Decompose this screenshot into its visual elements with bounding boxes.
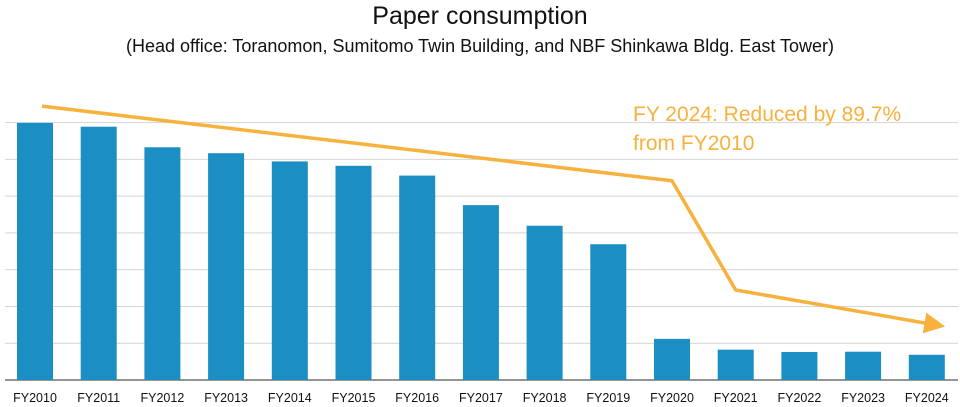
bar-fy2021 (717, 349, 754, 380)
annotation-line-1: FY 2024: Reduced by 89.7% (633, 103, 901, 126)
x-tick-label: FY2011 (77, 391, 120, 405)
x-tick-label: FY2014 (268, 391, 312, 405)
annotation-line-2: from FY2010 (633, 132, 754, 155)
x-tick-label: FY2020 (650, 391, 694, 405)
bar-fy2013 (208, 153, 245, 380)
x-tick-label: FY2019 (586, 391, 630, 405)
bar-fy2020 (654, 338, 690, 380)
bar-fy2011 (80, 126, 117, 380)
bar-fy2016 (399, 175, 436, 380)
bar-fy2019 (590, 244, 627, 380)
bar-fy2023 (845, 351, 882, 380)
x-tick-label: FY2021 (714, 391, 758, 405)
x-tick-label: FY2015 (332, 391, 376, 405)
x-tick-label: FY2012 (141, 391, 185, 405)
bar-fy2018 (526, 225, 563, 380)
x-tick-label: FY2017 (459, 391, 503, 405)
trend-arrow (41, 104, 946, 334)
x-tick-label: FY2013 (204, 391, 248, 405)
bar-fy2014 (271, 161, 308, 380)
bar-fy2024 (908, 354, 945, 380)
bar-fy2022 (781, 351, 818, 380)
x-tick-label: FY2016 (395, 391, 439, 405)
x-tick-label: FY2018 (523, 391, 567, 405)
chart-title: Paper consumption (372, 2, 588, 30)
bar-fy2015 (335, 165, 372, 380)
x-tick-label: FY2023 (841, 391, 885, 405)
bar-fy2012 (144, 147, 181, 380)
bar-fy2010 (17, 122, 53, 380)
bar-fy2017 (462, 205, 499, 380)
x-tick-label: FY2010 (13, 391, 57, 405)
x-tick-label: FY2022 (778, 391, 822, 405)
x-tick-label: FY2024 (905, 391, 949, 405)
chart-subtitle: (Head office: Toranomon, Sumitomo Twin B… (125, 36, 835, 56)
